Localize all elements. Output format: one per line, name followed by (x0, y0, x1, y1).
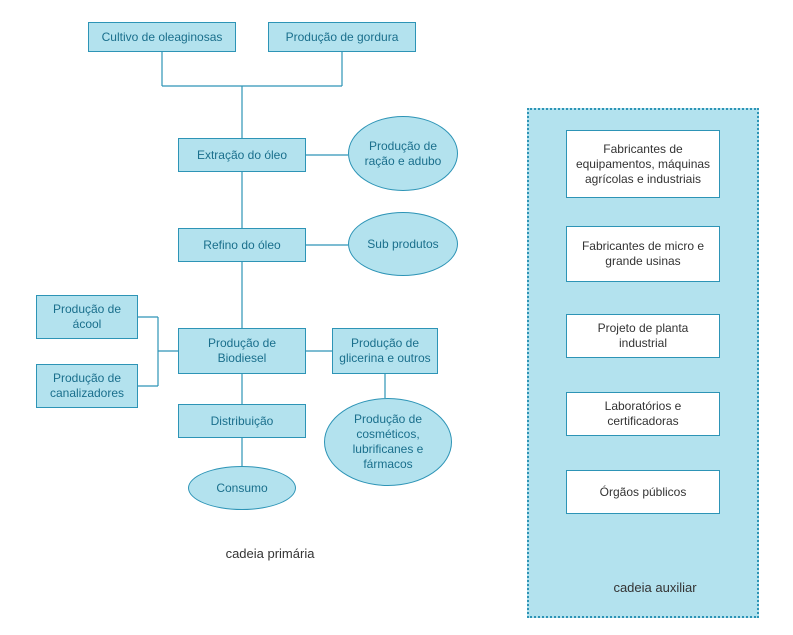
node-label: Projeto de planta industrial (573, 321, 713, 351)
caption-auxiliary: cadeia auxiliar (595, 580, 715, 595)
node-extracao: Extração do óleo (178, 138, 306, 172)
node-cosmeticos: Produção de cosméticos, lubrificanes e f… (324, 398, 452, 486)
node-label: Produção de cosméticos, lubrificanes e f… (331, 412, 445, 472)
node-biodiesel: Produção de Biodiesel (178, 328, 306, 374)
node-label: Produção de ácool (43, 302, 131, 332)
node-aux2: Fabricantes de micro e grande usinas (566, 226, 720, 282)
node-alcool: Produção de ácool (36, 295, 138, 339)
node-canal: Produção de canalizadores (36, 364, 138, 408)
node-distrib: Distribuição (178, 404, 306, 438)
node-label: Sub produtos (367, 237, 438, 252)
node-label: Cultivo de oleaginosas (102, 30, 223, 45)
node-label: Produção de glicerina e outros (339, 336, 431, 366)
node-gordura: Produção de gordura (268, 22, 416, 52)
node-label: Produção de ração e adubo (355, 139, 451, 169)
node-label: Laboratórios e certificadoras (573, 399, 713, 429)
node-aux4: Laboratórios e certificadoras (566, 392, 720, 436)
node-refino: Refino do óleo (178, 228, 306, 262)
node-aux3: Projeto de planta industrial (566, 314, 720, 358)
node-label: Extração do óleo (197, 148, 287, 163)
node-glicerina: Produção de glicerina e outros (332, 328, 438, 374)
node-label: Consumo (216, 481, 267, 496)
node-label: Produção de Biodiesel (185, 336, 299, 366)
node-aux5: Órgãos públicos (566, 470, 720, 514)
node-consumo: Consumo (188, 466, 296, 510)
node-label: Refino do óleo (203, 238, 280, 253)
node-cultivo: Cultivo de oleaginosas (88, 22, 236, 52)
node-label: Produção de gordura (286, 30, 399, 45)
flowchart-canvas: cadeia primária cadeia auxiliar Cultivo … (0, 0, 793, 635)
node-racao: Produção de ração e adubo (348, 116, 458, 191)
node-subprod: Sub produtos (348, 212, 458, 276)
node-label: Distribuição (211, 414, 274, 429)
node-aux1: Fabricantes de equipamentos, máquinas ag… (566, 130, 720, 198)
node-label: Produção de canalizadores (43, 371, 131, 401)
node-label: Fabricantes de micro e grande usinas (573, 239, 713, 269)
caption-primary: cadeia primária (200, 546, 340, 561)
node-label: Órgãos públicos (600, 485, 687, 500)
node-label: Fabricantes de equipamentos, máquinas ag… (573, 142, 713, 187)
